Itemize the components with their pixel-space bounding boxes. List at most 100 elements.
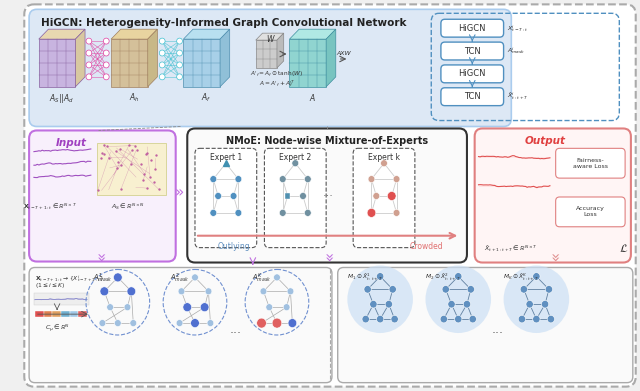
Polygon shape — [39, 39, 76, 87]
Circle shape — [448, 300, 455, 308]
Text: »: » — [319, 253, 335, 262]
Circle shape — [393, 210, 400, 216]
Circle shape — [159, 74, 165, 80]
Circle shape — [454, 316, 462, 323]
Circle shape — [376, 316, 384, 323]
Circle shape — [205, 288, 212, 295]
Circle shape — [260, 288, 267, 295]
Circle shape — [177, 50, 182, 56]
Text: »: » — [175, 185, 184, 201]
Text: $A^K_{mask}$: $A^K_{mask}$ — [252, 271, 271, 285]
Circle shape — [235, 210, 242, 216]
Circle shape — [305, 210, 311, 216]
Polygon shape — [184, 29, 230, 39]
Circle shape — [532, 316, 540, 323]
Circle shape — [191, 319, 199, 328]
Circle shape — [504, 265, 569, 333]
Text: $A'_f = A_f \odot \tanh(W)$: $A'_f = A_f \odot \tanh(W)$ — [250, 70, 303, 79]
FancyBboxPatch shape — [441, 42, 504, 60]
Circle shape — [200, 303, 209, 312]
Text: $M_2 \odot \hat{X}^2_{t:t+T}$: $M_2 \odot \hat{X}^2_{t:t+T}$ — [425, 271, 461, 283]
Circle shape — [104, 62, 109, 68]
Circle shape — [104, 38, 109, 44]
Circle shape — [104, 74, 109, 80]
Text: Fairness-
aware Loss: Fairness- aware Loss — [573, 158, 608, 169]
Text: $A^i_{mask}$: $A^i_{mask}$ — [508, 46, 526, 56]
Circle shape — [191, 274, 198, 281]
Text: ...: ... — [492, 323, 504, 335]
Circle shape — [532, 273, 540, 280]
Circle shape — [454, 273, 462, 280]
FancyBboxPatch shape — [475, 129, 631, 262]
Circle shape — [547, 316, 554, 323]
FancyBboxPatch shape — [556, 148, 625, 178]
Circle shape — [104, 50, 109, 56]
Circle shape — [518, 316, 525, 323]
Circle shape — [100, 287, 109, 296]
Circle shape — [210, 210, 217, 216]
Circle shape — [159, 50, 165, 56]
FancyBboxPatch shape — [353, 148, 415, 248]
Circle shape — [467, 285, 474, 293]
Text: HiGCN: Heterogeneity-Informed Graph Convolutional Network: HiGCN: Heterogeneity-Informed Graph Conv… — [41, 18, 406, 28]
FancyBboxPatch shape — [29, 9, 511, 127]
Text: $A$: $A$ — [309, 92, 316, 103]
Polygon shape — [111, 29, 157, 39]
Circle shape — [288, 319, 297, 328]
Circle shape — [367, 208, 376, 217]
Text: $A_S||A_d$: $A_S||A_d$ — [49, 92, 74, 105]
Circle shape — [389, 285, 396, 293]
FancyBboxPatch shape — [29, 267, 332, 383]
Circle shape — [385, 300, 392, 308]
Circle shape — [526, 300, 533, 308]
Circle shape — [210, 176, 217, 183]
Bar — [97, 143, 166, 195]
Text: $A^2_{mask}$: $A^2_{mask}$ — [170, 271, 189, 285]
Circle shape — [387, 192, 396, 201]
Circle shape — [292, 160, 299, 167]
Circle shape — [177, 38, 182, 44]
Text: W: W — [266, 35, 273, 44]
FancyBboxPatch shape — [556, 197, 625, 227]
Text: Expert 1: Expert 1 — [210, 153, 242, 162]
Text: »: » — [545, 253, 560, 262]
Text: Output: Output — [525, 136, 566, 146]
Polygon shape — [256, 40, 277, 68]
Polygon shape — [184, 39, 220, 87]
Circle shape — [177, 74, 182, 80]
Text: $A_f$: $A_f$ — [202, 92, 212, 104]
Circle shape — [115, 319, 121, 326]
FancyBboxPatch shape — [24, 4, 636, 387]
Circle shape — [463, 300, 470, 308]
Circle shape — [266, 304, 273, 311]
Polygon shape — [111, 39, 148, 87]
Circle shape — [376, 273, 384, 280]
Circle shape — [207, 319, 214, 326]
Text: $M_1 \odot \hat{X}^1_{t:t+T}$: $M_1 \odot \hat{X}^1_{t:t+T}$ — [347, 271, 383, 283]
Bar — [44, 311, 52, 317]
Circle shape — [393, 176, 400, 183]
Circle shape — [545, 285, 552, 293]
Polygon shape — [289, 39, 326, 87]
Text: Input: Input — [56, 138, 87, 149]
Text: $(1 \leq i \leq K)$: $(1 \leq i \leq K)$ — [35, 282, 65, 291]
Text: ...: ... — [230, 323, 241, 335]
Circle shape — [215, 192, 221, 199]
Circle shape — [305, 176, 311, 183]
Circle shape — [520, 285, 527, 293]
Text: HiGCN: HiGCN — [458, 24, 486, 33]
Circle shape — [230, 192, 237, 199]
Bar — [285, 193, 291, 199]
Circle shape — [178, 288, 185, 295]
Text: Accuracy
Loss: Accuracy Loss — [576, 206, 605, 217]
Circle shape — [362, 316, 369, 323]
Circle shape — [280, 176, 286, 183]
Text: NMoE: Node-wise Mixture-of-Experts: NMoE: Node-wise Mixture-of-Experts — [226, 136, 428, 146]
Bar — [70, 311, 78, 317]
FancyBboxPatch shape — [441, 88, 504, 106]
Circle shape — [348, 265, 413, 333]
Circle shape — [273, 274, 280, 281]
Circle shape — [469, 316, 476, 323]
FancyBboxPatch shape — [195, 148, 257, 248]
Text: $\hat{X}_{t+1:t+T} \in \mathbb{R}^{N\times T}$: $\hat{X}_{t+1:t+T} \in \mathbb{R}^{N\tim… — [484, 244, 538, 254]
